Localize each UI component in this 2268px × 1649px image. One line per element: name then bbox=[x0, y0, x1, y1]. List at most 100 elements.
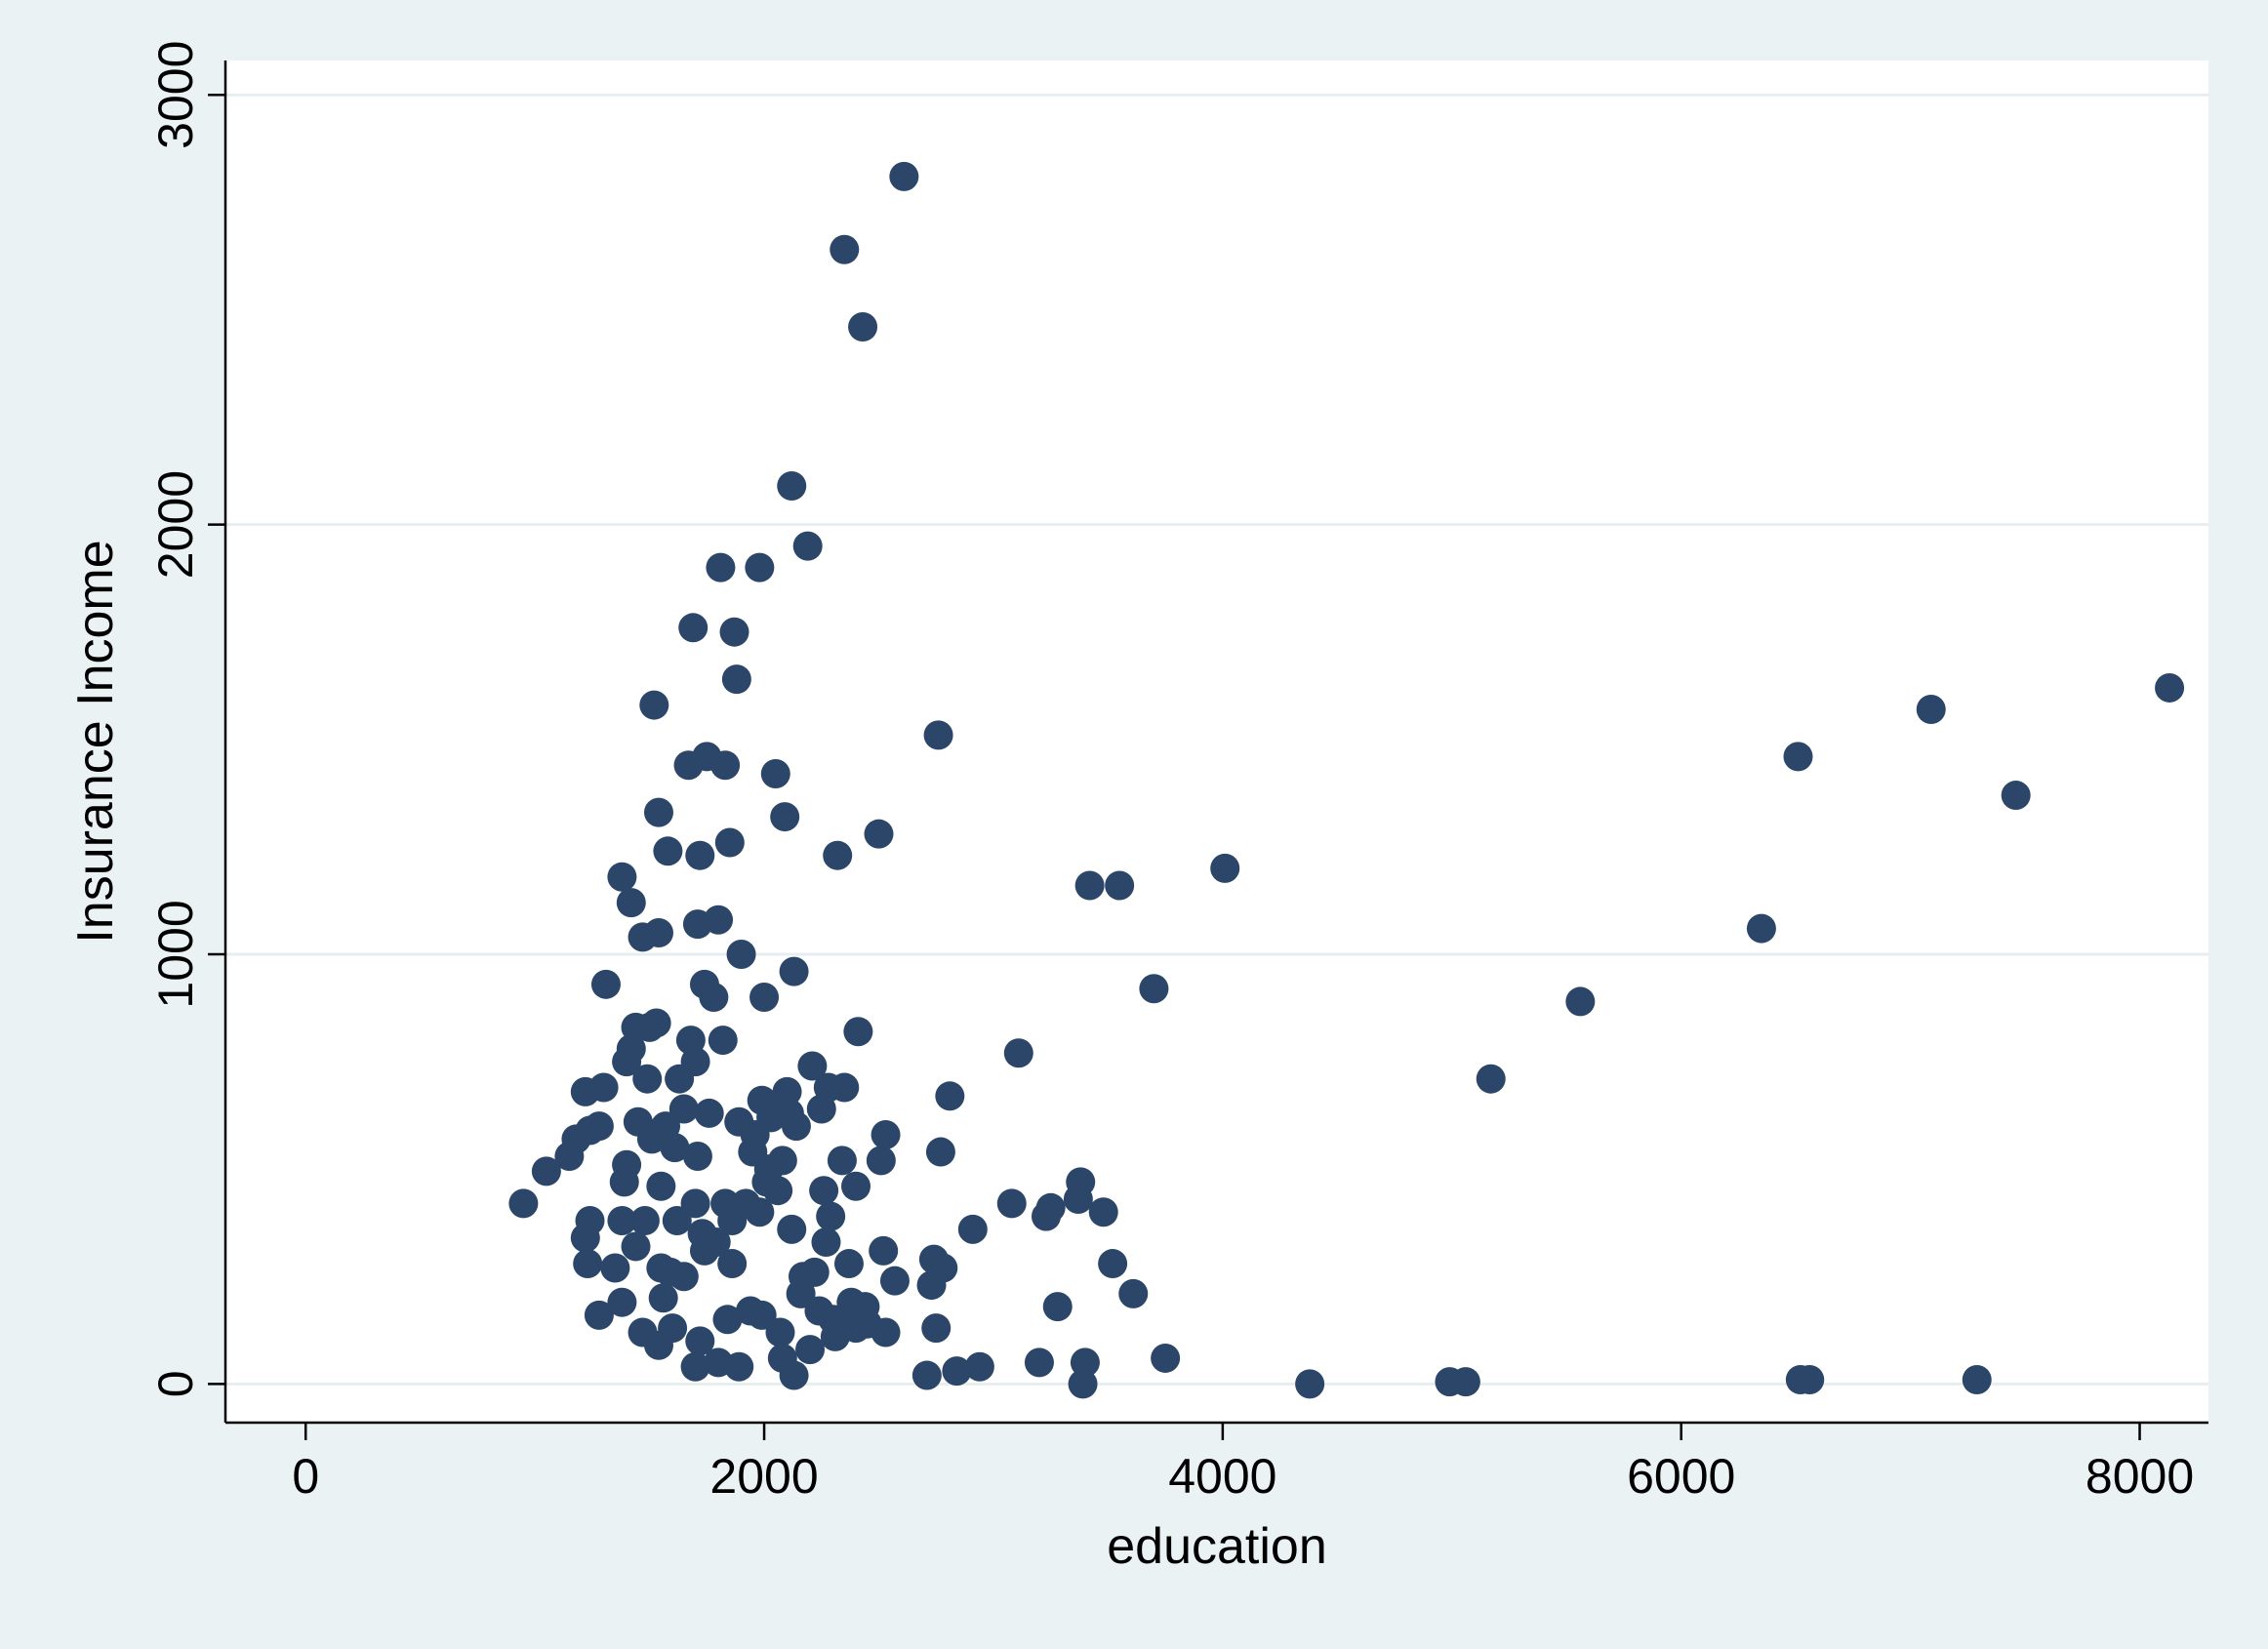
data-point-124 bbox=[833, 1249, 864, 1279]
data-point-147 bbox=[942, 1356, 972, 1387]
data-point-122 bbox=[830, 234, 860, 264]
data-point-84 bbox=[745, 552, 775, 583]
data-point-111 bbox=[799, 1257, 830, 1287]
data-point-159 bbox=[1070, 1347, 1100, 1378]
data-point-13 bbox=[600, 1253, 630, 1283]
data-point-161 bbox=[1088, 1197, 1118, 1227]
data-point-63 bbox=[699, 983, 729, 1013]
data-point-146 bbox=[935, 1081, 965, 1111]
data-point-148 bbox=[957, 1214, 988, 1244]
data-point-172 bbox=[1565, 986, 1596, 1017]
data-point-126 bbox=[841, 1171, 871, 1201]
data-point-7 bbox=[588, 1072, 619, 1103]
data-point-71 bbox=[712, 1305, 743, 1335]
data-point-155 bbox=[1042, 1292, 1073, 1322]
data-point-46 bbox=[668, 1094, 699, 1124]
data-point-160 bbox=[1074, 870, 1105, 901]
data-point-10 bbox=[575, 1206, 605, 1236]
data-point-33 bbox=[643, 797, 673, 827]
data-point-167 bbox=[1210, 853, 1240, 883]
axes bbox=[223, 60, 2208, 1425]
data-point-37 bbox=[648, 1283, 678, 1313]
data-point-18 bbox=[607, 1287, 637, 1317]
data-point-0 bbox=[508, 1188, 539, 1219]
data-point-67 bbox=[706, 552, 736, 583]
data-point-137 bbox=[879, 1266, 910, 1296]
data-point-128 bbox=[843, 1017, 873, 1047]
y-tick-label-2: 2000 bbox=[148, 470, 203, 579]
x-tick-label-2: 4000 bbox=[1168, 1449, 1276, 1504]
data-point-101 bbox=[777, 470, 807, 501]
data-point-114 bbox=[809, 1176, 839, 1206]
data-point-143 bbox=[923, 720, 953, 750]
y-axis-title: Insurance Income bbox=[67, 540, 124, 943]
data-point-74 bbox=[717, 1249, 748, 1279]
data-point-157 bbox=[1066, 1167, 1096, 1197]
data-point-104 bbox=[779, 1360, 809, 1390]
data-point-99 bbox=[772, 1076, 802, 1106]
data-point-132 bbox=[864, 819, 894, 849]
data-point-105 bbox=[781, 1111, 811, 1142]
data-point-75 bbox=[719, 617, 749, 647]
y-tick-label-0: 0 bbox=[148, 1370, 203, 1397]
data-point-177 bbox=[1916, 694, 1946, 724]
data-point-50 bbox=[678, 613, 709, 643]
data-point-170 bbox=[1450, 1367, 1480, 1397]
data-point-23 bbox=[621, 1231, 651, 1262]
data-point-138 bbox=[889, 161, 919, 191]
data-point-154 bbox=[1035, 1192, 1066, 1223]
data-point-176 bbox=[1795, 1364, 1825, 1394]
data-point-76 bbox=[721, 664, 751, 695]
data-point-78 bbox=[724, 1351, 754, 1382]
data-point-145 bbox=[928, 1253, 958, 1283]
data-point-174 bbox=[1783, 742, 1813, 772]
data-point-164 bbox=[1118, 1278, 1149, 1308]
x-tick-label-0: 0 bbox=[292, 1449, 319, 1504]
data-point-15 bbox=[607, 1206, 637, 1236]
data-point-57 bbox=[685, 1326, 715, 1356]
data-point-108 bbox=[792, 531, 823, 561]
data-point-52 bbox=[680, 1351, 710, 1382]
x-axis-ticks: 0 2000 4000 6000 8000 bbox=[292, 1423, 2194, 1504]
data-point-117 bbox=[816, 1201, 846, 1231]
data-point-173 bbox=[1746, 913, 1776, 944]
data-point-11 bbox=[573, 1249, 603, 1279]
gridlines bbox=[225, 93, 2208, 1386]
plot-area bbox=[225, 60, 2208, 1423]
data-point-121 bbox=[827, 1146, 857, 1176]
data-point-51 bbox=[680, 1047, 710, 1077]
data-point-133 bbox=[866, 1146, 896, 1176]
data-point-151 bbox=[1003, 1038, 1033, 1068]
data-point-1 bbox=[531, 1156, 561, 1186]
data-point-14 bbox=[607, 862, 637, 892]
data-point-32 bbox=[641, 1008, 671, 1038]
data-point-166 bbox=[1151, 1343, 1181, 1373]
data-point-72 bbox=[714, 827, 745, 858]
data-point-149 bbox=[964, 1351, 994, 1382]
data-point-69 bbox=[710, 750, 741, 781]
data-point-179 bbox=[2001, 781, 2031, 811]
data-point-152 bbox=[1024, 1347, 1054, 1378]
data-point-55 bbox=[682, 1141, 712, 1171]
data-point-134 bbox=[869, 1235, 899, 1266]
data-point-79 bbox=[726, 939, 756, 969]
data-points bbox=[508, 161, 2185, 1399]
data-point-142 bbox=[921, 1313, 952, 1344]
data-point-88 bbox=[749, 983, 780, 1013]
data-point-102 bbox=[777, 1214, 807, 1244]
data-point-96 bbox=[767, 1146, 797, 1176]
data-point-85 bbox=[745, 1197, 775, 1227]
data-point-129 bbox=[848, 312, 878, 342]
data-point-56 bbox=[685, 840, 715, 870]
data-point-163 bbox=[1105, 870, 1135, 901]
data-point-109 bbox=[795, 1335, 826, 1365]
data-point-31 bbox=[639, 690, 669, 720]
data-point-28 bbox=[632, 1064, 663, 1094]
data-point-87 bbox=[747, 1300, 777, 1330]
x-axis-title: education bbox=[1107, 1518, 1327, 1575]
data-point-120 bbox=[823, 840, 853, 870]
data-point-150 bbox=[996, 1188, 1027, 1219]
x-tick-label-3: 6000 bbox=[1627, 1449, 1735, 1504]
data-point-165 bbox=[1139, 974, 1169, 1004]
